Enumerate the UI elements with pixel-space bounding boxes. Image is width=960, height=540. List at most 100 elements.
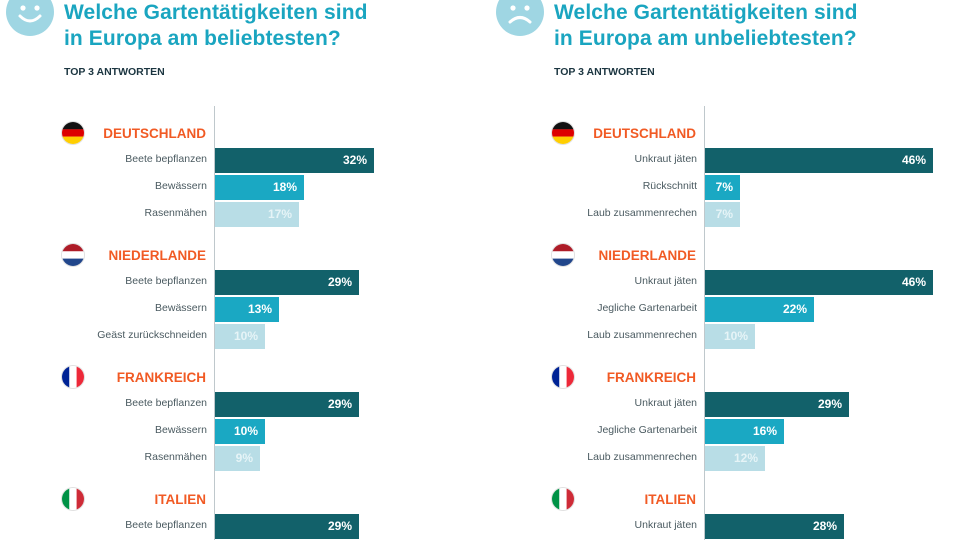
bar-value-label: 32% bbox=[342, 153, 367, 167]
flag-nl-icon bbox=[62, 244, 84, 266]
bar-row: Beete bepflanzen 29% bbox=[0, 390, 480, 417]
country-header: NIEDERLANDE bbox=[0, 244, 214, 268]
chart-subtitle: TOP 3 ANTWORTEN bbox=[554, 66, 655, 78]
bar-label: Bewässern bbox=[155, 180, 207, 192]
bar-value-label: 17% bbox=[267, 207, 292, 221]
chart-title: Welche Gartentätigkeiten sind in Europa … bbox=[554, 0, 858, 52]
bar-value-label: 22% bbox=[782, 302, 807, 316]
bar-value-label: 16% bbox=[752, 424, 777, 438]
bar-value-label: 13% bbox=[247, 302, 272, 316]
bar: 10% bbox=[215, 419, 265, 444]
country-name: FRANKREICH bbox=[606, 370, 696, 385]
bar: 46% bbox=[705, 270, 933, 295]
bar-value-label: 46% bbox=[901, 275, 926, 289]
bar-label: Beete bepflanzen bbox=[125, 153, 207, 165]
bar-row: Laub zusammenrechen 7% bbox=[490, 200, 960, 227]
bar-label: Laub zusammenrechen bbox=[587, 451, 697, 463]
bar-value-label: 9% bbox=[235, 451, 253, 465]
bar: 28% bbox=[705, 514, 844, 539]
chart-title-line2: in Europa am unbeliebtesten? bbox=[554, 27, 857, 50]
bar-row: Laub zusammenrechen 10% bbox=[490, 322, 960, 349]
country-header: ITALIEN bbox=[490, 488, 704, 512]
bar: 46% bbox=[705, 148, 933, 173]
bar: 7% bbox=[705, 202, 740, 227]
bar-label: Rückschnitt bbox=[642, 180, 697, 192]
bar-value-label: 7% bbox=[715, 180, 733, 194]
bar-row: Bewässern 18% bbox=[0, 173, 480, 200]
flag-it-icon bbox=[552, 488, 574, 510]
flag-it-icon bbox=[62, 488, 84, 510]
chart-title-line2: in Europa am beliebtesten? bbox=[64, 27, 341, 50]
bar-value-label: 7% bbox=[715, 207, 733, 221]
country-name: NIEDERLANDE bbox=[598, 248, 696, 263]
bar-row: Bewässern 13% bbox=[0, 295, 480, 322]
bar-row: Rasenmähen 9% bbox=[0, 444, 480, 471]
bar-label: Rasenmähen bbox=[144, 451, 207, 463]
flag-fr-icon bbox=[552, 366, 574, 388]
chart-axis bbox=[214, 106, 215, 540]
bar-label: Bewässern bbox=[155, 302, 207, 314]
chart-panel-unfavorite: Welche Gartentätigkeiten sind in Europa … bbox=[490, 0, 960, 540]
country-name: ITALIEN bbox=[644, 492, 697, 507]
bar-label: Unkraut jäten bbox=[634, 275, 697, 287]
bar-value-label: 10% bbox=[233, 424, 258, 438]
bar-label: Jegliche Gartenarbeit bbox=[597, 302, 697, 314]
country-name: NIEDERLANDE bbox=[108, 248, 206, 263]
bar-row: Jegliche Gartenarbeit 22% bbox=[490, 295, 960, 322]
flag-nl-icon bbox=[552, 244, 574, 266]
bar-label: Beete bepflanzen bbox=[125, 397, 207, 409]
bar-row: Rückschnitt 7% bbox=[490, 173, 960, 200]
bar-value-label: 46% bbox=[901, 153, 926, 167]
bar-row: Bewässern 10% bbox=[0, 417, 480, 444]
bar-row: Jegliche Gartenarbeit 16% bbox=[490, 417, 960, 444]
bar: 29% bbox=[215, 392, 359, 417]
bar: 10% bbox=[705, 324, 755, 349]
country-header: DEUTSCHLAND bbox=[490, 122, 704, 146]
bar-row: Unkraut jäten 46% bbox=[490, 146, 960, 173]
bar-value-label: 29% bbox=[327, 275, 352, 289]
bar-row: Beete bepflanzen 29% bbox=[0, 268, 480, 295]
country-name: FRANKREICH bbox=[116, 370, 206, 385]
bar-value-label: 18% bbox=[272, 180, 297, 194]
bar-row: Beete bepflanzen 32% bbox=[0, 146, 480, 173]
bar-row: Unkraut jäten 46% bbox=[490, 268, 960, 295]
bar: 29% bbox=[705, 392, 849, 417]
bar: 22% bbox=[705, 297, 814, 322]
bar-row: Rasenmähen 17% bbox=[0, 200, 480, 227]
bar: 18% bbox=[215, 175, 304, 200]
bar: 12% bbox=[705, 446, 765, 471]
flag-de-icon bbox=[62, 122, 84, 144]
chart-title: Welche Gartentätigkeiten sind in Europa … bbox=[64, 0, 368, 52]
bar-label: Unkraut jäten bbox=[634, 519, 697, 531]
country-name: DEUTSCHLAND bbox=[593, 126, 696, 141]
bar: 16% bbox=[705, 419, 784, 444]
bar-row: Laub zusammenrechen 12% bbox=[490, 444, 960, 471]
chart-title-line1: Welche Gartentätigkeiten sind bbox=[64, 1, 368, 24]
bar-value-label: 28% bbox=[812, 519, 837, 533]
bar-value-label: 10% bbox=[723, 329, 748, 343]
bar: 32% bbox=[215, 148, 374, 173]
chart-panel-favorite: Welche Gartentätigkeiten sind in Europa … bbox=[0, 0, 480, 540]
bar-label: Geäst zurückschneiden bbox=[97, 329, 207, 341]
bar-label: Beete bepflanzen bbox=[125, 275, 207, 287]
country-name: DEUTSCHLAND bbox=[103, 126, 206, 141]
flag-fr-icon bbox=[62, 366, 84, 388]
bar: 29% bbox=[215, 514, 359, 539]
chart-subtitle: TOP 3 ANTWORTEN bbox=[64, 66, 165, 78]
bar: 13% bbox=[215, 297, 279, 322]
country-header: FRANKREICH bbox=[490, 366, 704, 390]
bar-row: Beete bepflanzen 29% bbox=[0, 512, 480, 539]
bar-value-label: 12% bbox=[733, 451, 758, 465]
bar: 9% bbox=[215, 446, 260, 471]
country-header: ITALIEN bbox=[0, 488, 214, 512]
bar-label: Laub zusammenrechen bbox=[587, 207, 697, 219]
country-header: FRANKREICH bbox=[0, 366, 214, 390]
smiley-icon bbox=[6, 0, 54, 36]
bar-value-label: 10% bbox=[233, 329, 258, 343]
bar-label: Unkraut jäten bbox=[634, 153, 697, 165]
bar-row: Unkraut jäten 29% bbox=[490, 390, 960, 417]
bar-value-label: 29% bbox=[817, 397, 842, 411]
bar-label: Bewässern bbox=[155, 424, 207, 436]
bar-value-label: 29% bbox=[327, 397, 352, 411]
bar-label: Beete bepflanzen bbox=[125, 519, 207, 531]
